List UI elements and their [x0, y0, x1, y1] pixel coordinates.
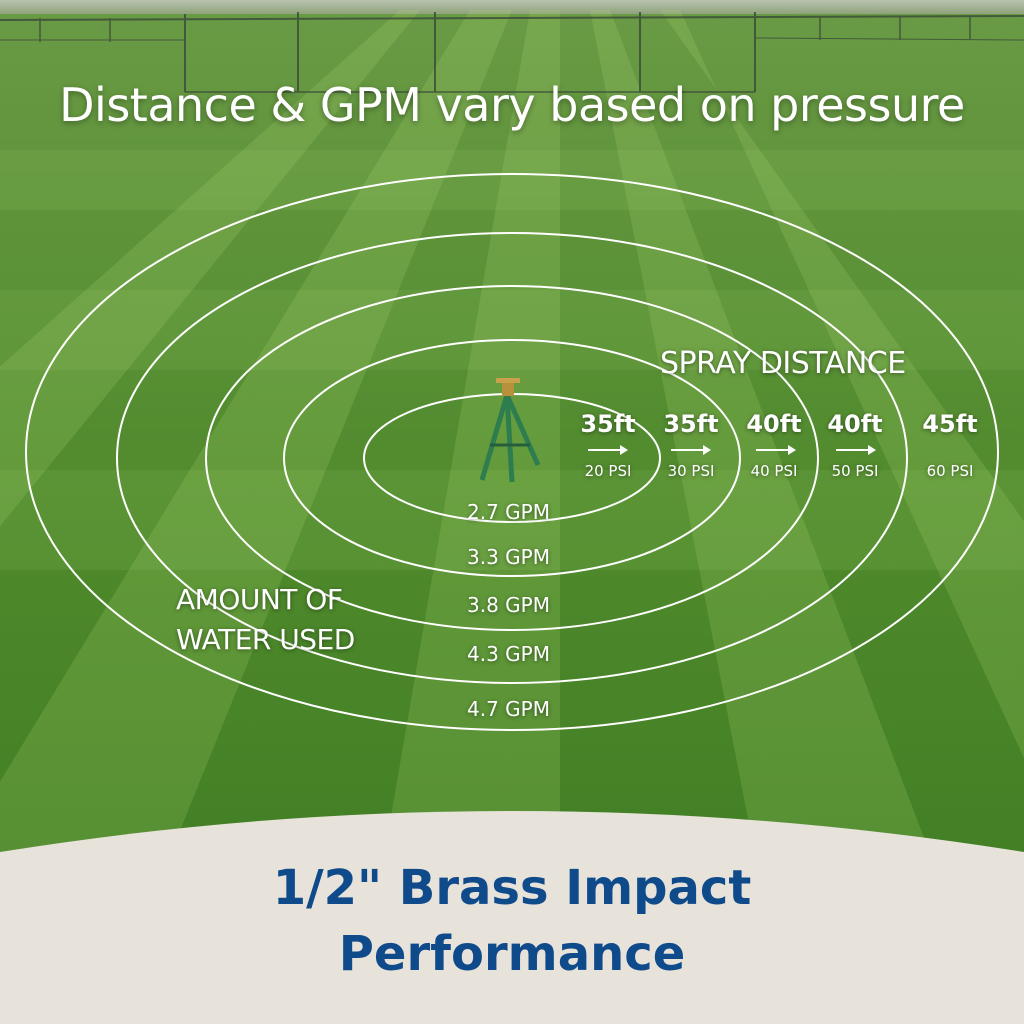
gpm-50psi: 4.3 GPM [467, 642, 550, 666]
arrow-right-icon [836, 445, 876, 455]
distance-40psi: 40ft [746, 410, 802, 438]
arrow-right-icon [671, 445, 711, 455]
distance-50psi: 40ft [827, 410, 883, 438]
product-title-line1: 1/2" Brass Impact [272, 860, 752, 916]
psi-60: 60 PSI [926, 462, 974, 480]
distance-20psi: 35ft [580, 410, 636, 438]
psi-40: 40 PSI [750, 462, 798, 480]
psi-50: 50 PSI [831, 462, 879, 480]
distance-30psi: 35ft [663, 410, 719, 438]
fence [0, 12, 1024, 93]
water-used-title-line2: WATER USED [176, 623, 355, 656]
gpm-60psi: 4.7 GPM [467, 697, 550, 721]
gpm-30psi: 3.3 GPM [467, 545, 550, 569]
ring-30psi [283, 339, 741, 577]
arrow-right-icon [588, 445, 628, 455]
sprinkler-icon [479, 378, 541, 483]
psi-30: 30 PSI [667, 462, 715, 480]
gpm-40psi: 3.8 GPM [467, 593, 550, 617]
ring-60psi [25, 173, 999, 731]
psi-20: 20 PSI [584, 462, 632, 480]
spray-distance-title: SPRAY DISTANCE [660, 346, 906, 381]
arrow-right-icon [756, 445, 796, 455]
ring-50psi [116, 232, 908, 684]
gpm-20psi: 2.7 GPM [467, 500, 550, 524]
mowing-stripes [0, 10, 1024, 880]
water-used-title-line1: AMOUNT OF [176, 583, 343, 616]
distance-60psi: 45ft [922, 410, 978, 438]
product-title-line2: Performance [338, 926, 686, 982]
horizontal-stripes [0, 150, 1024, 570]
headline: Distance & GPM vary based on pressure [59, 78, 965, 132]
ring-40psi [205, 285, 819, 631]
footer-band [0, 811, 1024, 1024]
spray-rings [25, 173, 999, 731]
